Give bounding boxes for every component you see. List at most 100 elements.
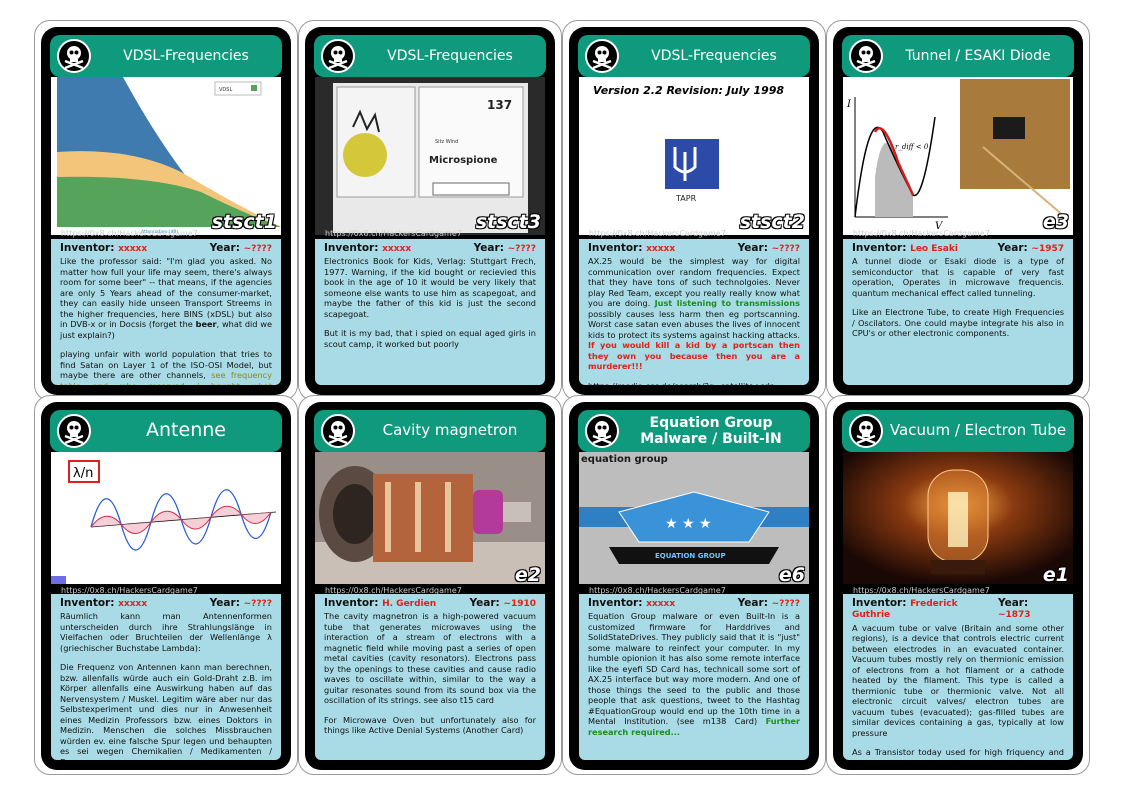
book-number: 137 xyxy=(487,98,512,112)
card-text: A tunnel diode or Esaki diode is a type … xyxy=(852,256,1064,298)
card-title: Cavity magnetron xyxy=(382,421,518,440)
card-vdsl-2[interactable]: VDSL-Frequencies 137 Sitz Wind Microspio… xyxy=(305,27,555,395)
card-body: Inventor: xxxxx Year: ~???? Electronics B… xyxy=(315,239,545,385)
axis-label-current: I xyxy=(846,99,852,110)
card-header: Tunnel / ESAKI Diode xyxy=(842,35,1074,77)
card-text: Equation Group malware or even Built-In … xyxy=(588,611,800,727)
skull-icon xyxy=(321,39,355,73)
card-text: As a Transistor today used for high friq… xyxy=(852,747,1064,760)
year-label: Year: xyxy=(209,597,240,609)
magnetron-photo xyxy=(315,452,545,584)
card-tunnel-diode[interactable]: Tunnel / ESAKI Diode I V r_diff < 0 e3 h… xyxy=(833,27,1083,395)
inventor-label: Inventor: xyxy=(60,597,115,609)
inventor-value: H. Gerdien xyxy=(382,599,437,609)
skull-icon xyxy=(849,39,883,73)
card-title: VDSL-Frequencies xyxy=(387,47,513,64)
inventor-label: Inventor: xyxy=(60,242,115,254)
card-url[interactable]: https://0x8.ch/HackersCardgame7 xyxy=(853,586,990,595)
document-heading: Version 2.2 Revision: July 1998 xyxy=(593,84,784,97)
year-value: ~1957 xyxy=(1031,244,1064,254)
frequency-chart-image: VDSL Attenuation (dB) xyxy=(51,77,281,235)
chart-legend: VDSL xyxy=(219,87,232,93)
card-text: , what did we just explain?) xyxy=(60,319,272,340)
card-url[interactable]: https://0x8.ch/HackersCardgame7 xyxy=(61,229,198,238)
book-note: Sitz Wind xyxy=(435,139,458,145)
year-value: ~???? xyxy=(243,244,272,254)
card-text: A vacuum tube or valve (Britain and some… xyxy=(852,622,1064,738)
card-cavity-magnetron[interactable]: Cavity magnetron e2 https://0x8.ch/Hacke… xyxy=(305,402,555,770)
card-header: VDSL-Frequencies xyxy=(578,35,810,77)
card-header: VDSL-Frequencies xyxy=(50,35,282,77)
card-vacuum-tube[interactable]: Vacuum / Electron Tube e1 https://0x8.ch… xyxy=(833,402,1083,770)
card-text-bold: beer xyxy=(195,319,217,330)
card-text: Die Frequenz von Antennen kann man berec… xyxy=(60,662,272,760)
tapr-document-image: Version 2.2 Revision: July 1998 TAPR xyxy=(579,77,809,235)
card-url[interactable]: https://0x8.ch/HackersCardgame7 xyxy=(589,229,726,238)
card-code: stsct3 xyxy=(475,211,541,233)
year-label: Year: xyxy=(997,597,1029,609)
card-code: e6 xyxy=(778,564,805,586)
year-value: ~???? xyxy=(243,599,272,609)
year-value: ~???? xyxy=(771,244,800,254)
card-equation-group[interactable]: Equation Group Malware / Built-IN equati… xyxy=(569,402,819,770)
inventor-label: Inventor: xyxy=(852,242,907,254)
year-label: Year: xyxy=(737,597,768,609)
year-label: Year: xyxy=(469,597,500,609)
inventor-label: Inventor: xyxy=(588,597,643,609)
card-url[interactable]: https://0x8.ch/HackersCardgame7 xyxy=(589,586,726,595)
inventor-value: xxxxx xyxy=(118,244,148,254)
card-title: Tunnel / ESAKI Diode xyxy=(905,47,1051,64)
card-url[interactable]: https://0x8.ch/HackersCardgame7 xyxy=(853,229,990,238)
card-text: The cavity magnetron is a high-powered v… xyxy=(324,611,536,706)
card-body: Inventor: xxxxx Year: ~???? Räumlich kann… xyxy=(51,594,281,760)
card-body: Inventor: H. Gerdien Year: ~1910 The cavi… xyxy=(315,594,545,760)
card-text: For Microwave Oven but unfortunately als… xyxy=(324,714,536,736)
inventor-value: Leo Esaki xyxy=(910,244,958,254)
book-title: Microspione xyxy=(429,155,498,166)
card-text: Like the professor said: "I'm glad you a… xyxy=(60,256,272,330)
inventor-label: Inventor: xyxy=(852,597,907,609)
card-header: Vacuum / Electron Tube xyxy=(842,410,1074,452)
svg-text:★ ★ ★: ★ ★ ★ xyxy=(665,516,712,532)
year-label: Year: xyxy=(473,242,504,254)
book-photo: 137 Sitz Wind Microspione xyxy=(315,77,545,235)
inventor-label: Inventor: xyxy=(324,597,379,609)
skull-icon xyxy=(585,414,619,448)
inventor-value: Frederick Guthrie xyxy=(852,599,958,621)
card-text: AX.25 would be the simplest way for digi… xyxy=(588,256,800,309)
card-header: Antenne xyxy=(50,410,282,452)
card-text: Räumlich kann man Antennenformen untersc… xyxy=(60,611,272,653)
card-url[interactable]: https://0x8.ch/HackersCardgame7 xyxy=(61,586,198,595)
card-vdsl-3[interactable]: VDSL-Frequencies Version 2.2 Revision: J… xyxy=(569,27,819,395)
tapr-logo-label: TAPR xyxy=(675,194,697,203)
year-label: Year: xyxy=(209,242,240,254)
card-link-text[interactable]: see frequency table and who reserved / b… xyxy=(60,370,272,385)
card-antenne[interactable]: Antenne λ/n https://0x8.ch/HackersCardga… xyxy=(41,402,291,770)
card-header: Cavity magnetron xyxy=(314,410,546,452)
card-vdsl-1[interactable]: VDSL-Frequencies VDSL Attenuation (dB) s… xyxy=(41,27,291,395)
card-link-url[interactable]: https://media.ccc.de/search/?q=satellite… xyxy=(588,381,800,385)
card-text: possibly causes less harm then eg portsc… xyxy=(588,308,800,340)
card-title: VDSL-Frequencies xyxy=(123,47,249,64)
card-text: Electronics Book for Kids, Verlag: Stutt… xyxy=(324,256,536,319)
card-code: stsct2 xyxy=(739,211,805,233)
inventor-label: Inventor: xyxy=(588,242,643,254)
card-title: Equation Group Malware / Built-IN xyxy=(640,414,782,447)
card-url[interactable]: https://0x8.ch/HackersCardgame7 xyxy=(325,586,462,595)
skull-icon xyxy=(57,39,91,73)
card-body: Inventor: xxxxx Year: ~???? Like the prof… xyxy=(51,239,281,385)
year-value: ~1873 xyxy=(997,610,1031,621)
card-header: VDSL-Frequencies xyxy=(314,35,546,77)
image-top-text: equation group xyxy=(581,454,668,465)
year-value: ~???? xyxy=(771,599,800,609)
inventor-value: xxxxx xyxy=(646,599,676,609)
card-code: stsct1 xyxy=(211,211,277,233)
wave-diagram-image: λ/n xyxy=(51,452,281,584)
chart-axis-label: Attenuation (dB) xyxy=(141,229,179,235)
card-url[interactable]: https://0x8.ch/HackersCardgame7 xyxy=(325,229,462,238)
skull-icon xyxy=(321,414,355,448)
inventor-value: xxxxx xyxy=(118,599,148,609)
card-body: Inventor: Frederick Guthrie Year: ~1873 A… xyxy=(843,594,1073,760)
skull-icon xyxy=(57,414,91,448)
equation-group-banner: EQUATION GROUP xyxy=(655,552,726,560)
